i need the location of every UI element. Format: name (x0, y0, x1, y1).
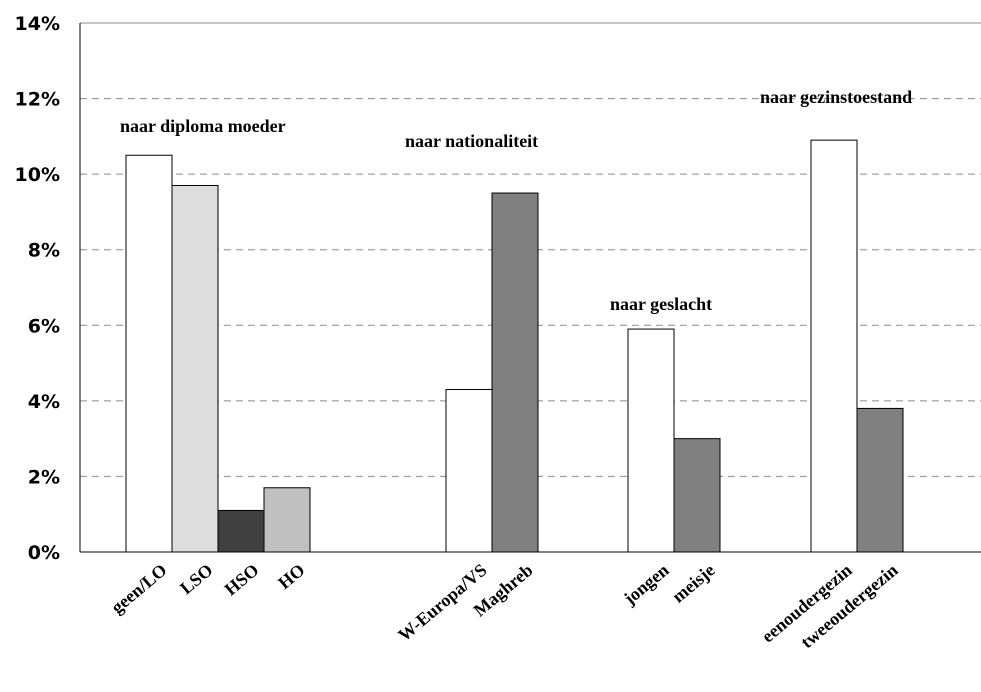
bar-maghreb (491, 192, 539, 553)
group-title-nationaliteit: naar nationaliteit (405, 131, 538, 151)
y-tick-label: 6% (28, 315, 60, 337)
x-tick-label: meisje (668, 560, 718, 607)
axes (79, 23, 981, 553)
bars (125, 139, 904, 553)
group-title-geslacht: naar geslacht (610, 294, 712, 314)
bar-meisje (673, 438, 721, 553)
x-tick-label: HO (274, 560, 308, 593)
y-tick-label: 4% (28, 391, 60, 413)
bar-w-europa-vs (445, 389, 493, 553)
bar-geen-lo (125, 154, 173, 553)
y-tick-label: 12% (15, 89, 60, 111)
x-tick-label: geen/LO (107, 560, 170, 618)
y-tick-label: 2% (28, 466, 60, 488)
x-tick-label: LSO (176, 560, 216, 598)
x-tick-label: HSO (221, 560, 263, 600)
y-tick-label: 8% (28, 240, 60, 262)
group-title-diploma: naar diploma moeder (120, 116, 286, 136)
bar-lso (171, 184, 219, 553)
bar-jongen (627, 328, 675, 553)
y-tick-label: 10% (15, 164, 60, 186)
y-tick-label: 14% (15, 13, 60, 35)
y-tick-labels: 0% 2% 4% 6% 8% 10% 12% 14% (15, 13, 60, 564)
bar-ho (263, 487, 311, 553)
y-tick-label: 0% (28, 542, 60, 564)
bar-hso (217, 509, 265, 553)
group-title-gezinstoestand: naar gezinstoestand (760, 87, 912, 107)
bar-tweeoudergezin (856, 407, 904, 553)
x-tick-label: jongen (619, 560, 672, 609)
bar-eenoudergezin (810, 139, 858, 553)
group-titles: naar diploma moeder naar nationaliteit n… (120, 87, 912, 314)
